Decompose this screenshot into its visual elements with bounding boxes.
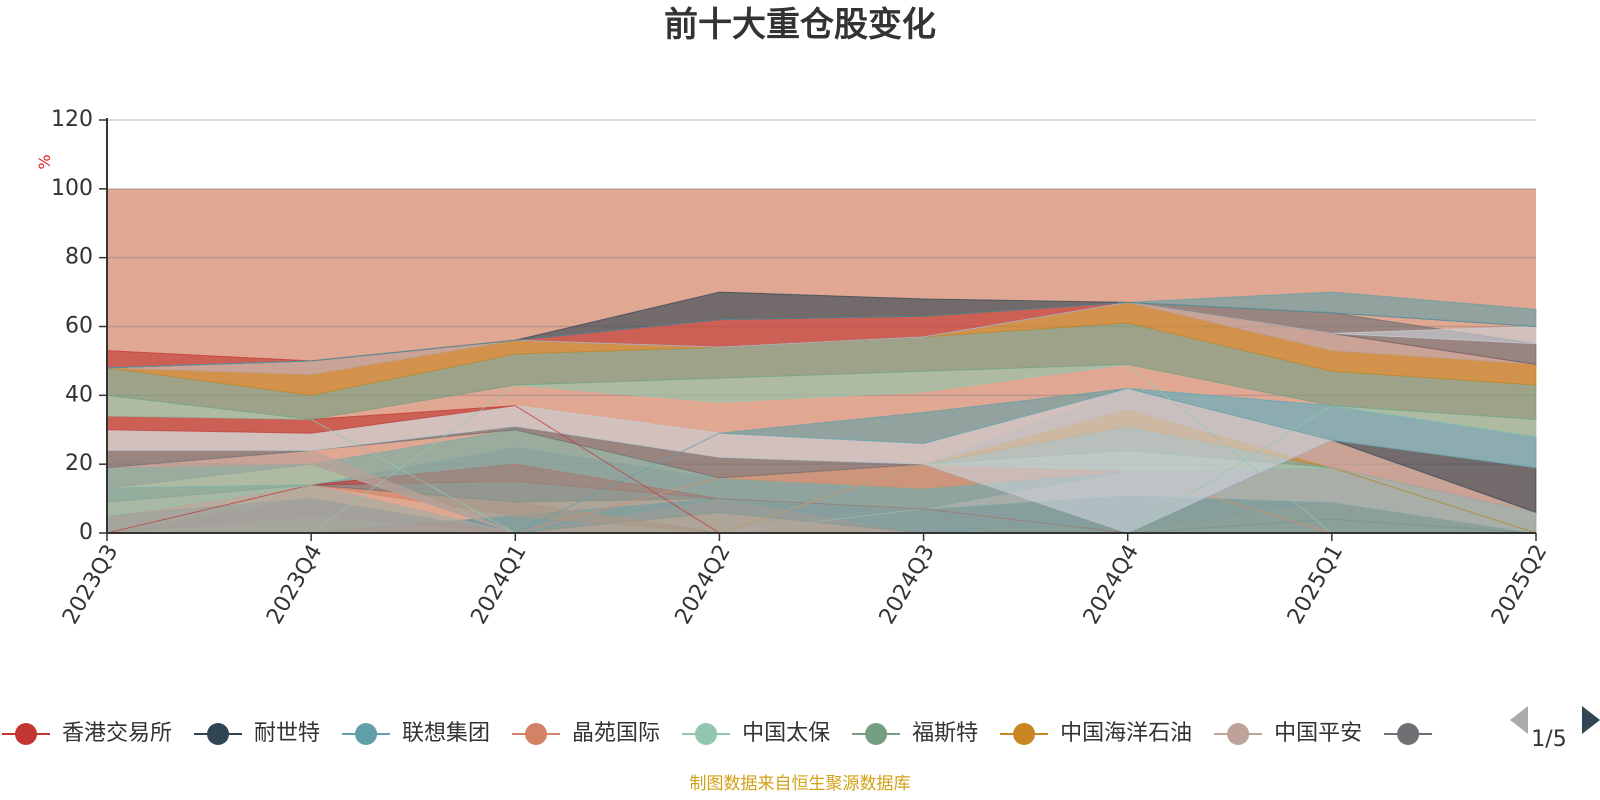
- legend-item-2[interactable]: 联想集团: [342, 721, 490, 746]
- legend-marker-icon: [207, 723, 230, 745]
- area-series-35: [106, 291, 1537, 369]
- x-tick-label: 2025Q2: [1487, 541, 1552, 629]
- legend-label: 耐世特: [254, 721, 320, 746]
- legend-marker-icon: [1227, 723, 1250, 745]
- legend-page-indicator: 1/5: [1531, 727, 1566, 752]
- x-tick-label: 2023Q3: [58, 541, 123, 629]
- x-tick-label: 2023Q4: [262, 541, 327, 629]
- legend-prev-page-icon[interactable]: [1510, 706, 1528, 734]
- legend-marker-icon: [525, 723, 548, 745]
- x-tick-label: 2025Q1: [1283, 541, 1348, 629]
- y-tick-label: 120: [51, 107, 93, 132]
- x-tick-label: 2024Q1: [466, 541, 531, 629]
- legend[interactable]: 香港交易所 耐世特 联想集团 晶苑国际 中国太保 福斯特 中国海洋石油 中国平安: [2, 721, 1433, 746]
- y-tick-label: 0: [79, 520, 93, 545]
- legend-item-0[interactable]: 香港交易所: [2, 721, 172, 746]
- legend-pager: 1/5: [1510, 706, 1600, 752]
- area-series-16: [107, 463, 1536, 534]
- area-series-33: [106, 301, 1537, 369]
- legend-marker-icon: [1013, 723, 1036, 745]
- legend-item-3[interactable]: 晶苑国际: [512, 721, 660, 746]
- y-tick-label: 100: [51, 176, 93, 201]
- legend-label: 中国太保: [742, 721, 830, 746]
- legend-marker-icon: [355, 723, 378, 745]
- x-tick-label: 2024Q2: [671, 541, 736, 629]
- legend-item-1[interactable]: 耐世特: [194, 721, 320, 746]
- y-tick-label: 20: [65, 451, 93, 476]
- legend-item-4[interactable]: 中国太保: [682, 721, 830, 746]
- legend-label: 福斯特: [912, 721, 978, 746]
- legend-label: 晶苑国际: [572, 721, 660, 746]
- plot-area: 0 20 40 60 80 100 120 2023Q3 2023Q4 2024Q1 2024Q2 2…: [51, 107, 1552, 629]
- x-tick-label: 2024Q3: [875, 541, 940, 629]
- legend-item-8[interactable]: [1384, 723, 1433, 745]
- legend-marker-icon: [1397, 723, 1420, 745]
- y-tick-label: 80: [65, 245, 93, 270]
- legend-item-7[interactable]: 中国平安: [1214, 721, 1362, 746]
- legend-item-6[interactable]: 中国海洋石油: [1000, 721, 1192, 746]
- area-series-24: [107, 387, 1537, 534]
- legend-marker-icon: [865, 723, 888, 745]
- y-tick-label: 40: [65, 382, 93, 407]
- legend-next-page-icon[interactable]: [1582, 706, 1600, 734]
- chart-title: 前十大重仓股变化: [664, 5, 936, 45]
- source-note: 制图数据来自恒生聚源数据库: [690, 774, 911, 794]
- legend-label: 中国海洋石油: [1060, 721, 1192, 746]
- legend-label: 联想集团: [402, 721, 490, 746]
- legend-item-5[interactable]: 福斯特: [852, 721, 978, 746]
- legend-label: 中国平安: [1274, 721, 1362, 746]
- y-tick-label: 60: [65, 314, 93, 339]
- x-tick-label: 2024Q4: [1079, 541, 1144, 629]
- legend-marker-icon: [15, 723, 37, 745]
- legend-marker-icon: [695, 723, 718, 745]
- y-axis-unit: %: [35, 154, 54, 169]
- legend-label: 香港交易所: [62, 721, 172, 746]
